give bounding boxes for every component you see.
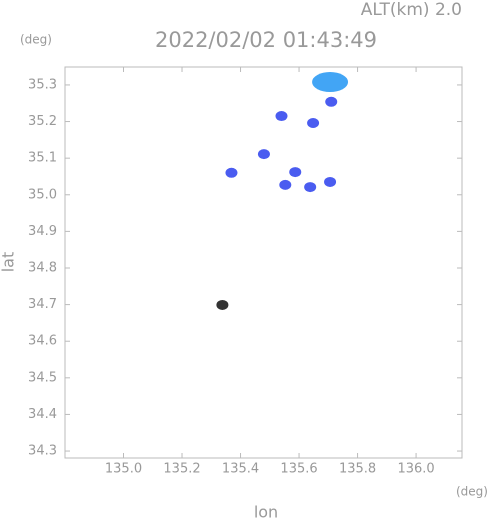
x-tick-label: 135.4: [222, 462, 259, 477]
y-tick-label: 34.4: [28, 407, 57, 422]
x-tick-label: 136.0: [397, 462, 434, 477]
y-tick-label: 34.9: [28, 224, 57, 239]
y-tick-label: 34.5: [28, 370, 57, 385]
plot-frame: [64, 66, 463, 459]
altitude-label: ALT(km) 2.0: [361, 0, 462, 20]
y-tick-label: 34.6: [28, 334, 57, 349]
y-axis-label: lat: [0, 252, 18, 273]
echo-point: [225, 167, 238, 178]
echo-point: [275, 111, 288, 122]
chart-title: 2022/02/02 01:43:49: [155, 28, 377, 52]
x-tick-label: 135.8: [339, 462, 376, 477]
x-unit: (deg): [456, 485, 488, 499]
y-tick-label: 35.2: [28, 114, 57, 129]
x-tick-label: 135.0: [105, 462, 142, 477]
echo-point: [324, 176, 337, 187]
echo-point: [312, 72, 349, 93]
y-tick-label: 35.3: [28, 77, 57, 92]
echo-point: [304, 182, 317, 193]
x-tick-label: 135.6: [280, 462, 317, 477]
y-tick-label: 35.1: [28, 151, 57, 166]
echo-point: [325, 96, 338, 107]
echo-point: [289, 167, 302, 178]
y-tick-label: 34.8: [28, 260, 57, 275]
y-tick-label: 34.3: [28, 444, 57, 459]
echo-point: [216, 299, 229, 310]
echo-point: [307, 118, 320, 129]
echo-point: [257, 149, 270, 160]
echo-point: [279, 179, 292, 190]
y-tick-label: 35.0: [28, 187, 57, 202]
y-unit: (deg): [20, 33, 52, 47]
x-axis-label: lon: [254, 503, 278, 522]
x-tick-label: 135.2: [163, 462, 200, 477]
y-tick-label: 34.7: [28, 297, 57, 312]
